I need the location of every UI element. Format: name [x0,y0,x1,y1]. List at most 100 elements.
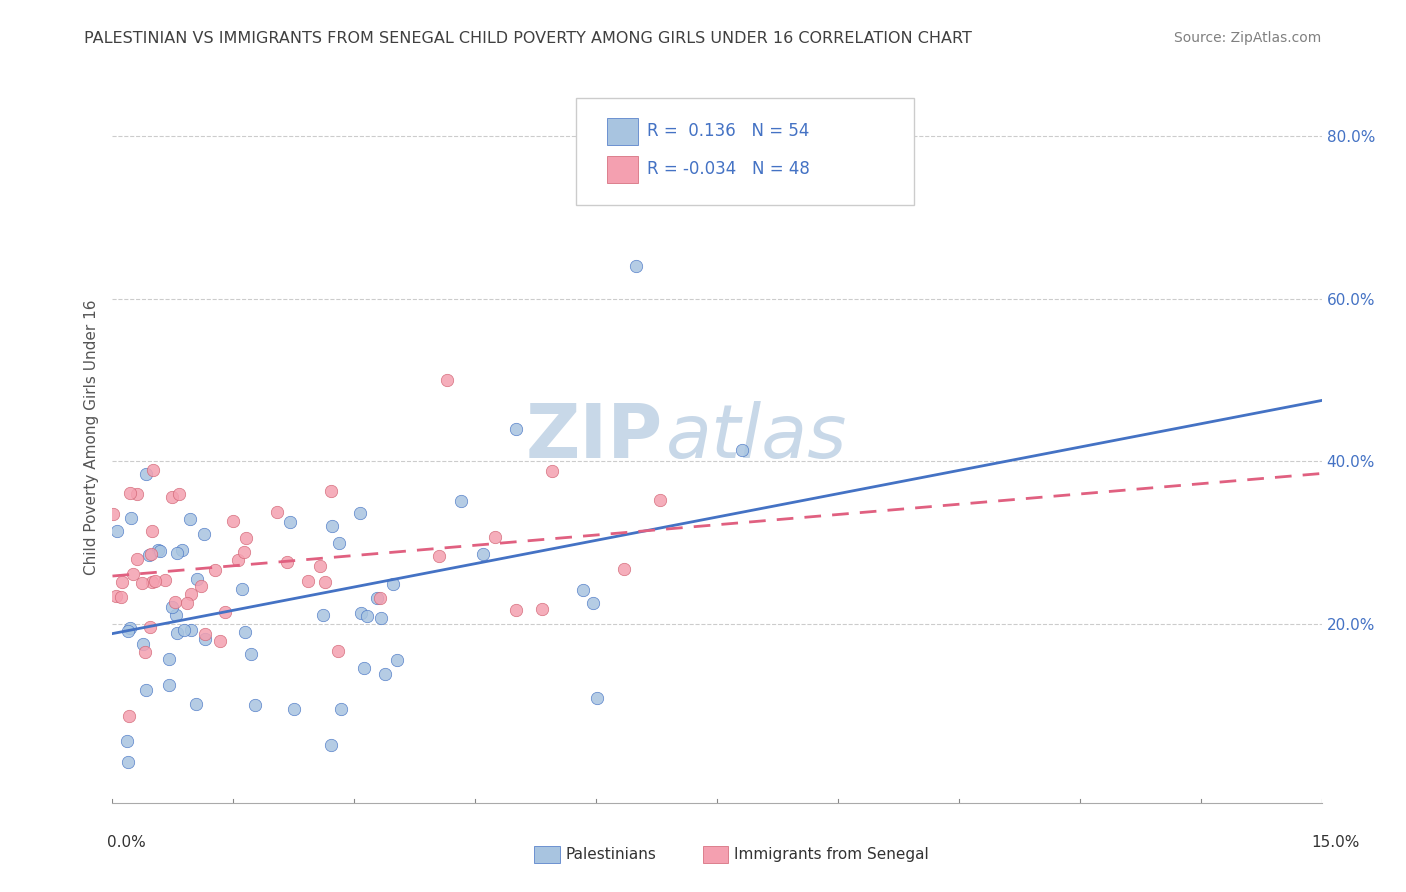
Point [135,682,157,697]
Point [176,596,198,610]
Point [283,702,305,716]
Point [278,515,301,529]
Point [314,575,336,590]
Point [353,661,375,675]
Point [120,511,142,525]
Point [101,508,124,522]
Point [142,462,165,476]
Point [132,637,155,651]
Point [231,582,253,597]
Point [105,590,128,604]
Point [370,611,392,625]
Point [232,545,254,559]
Point [321,518,343,533]
Point [312,608,335,623]
Point [330,702,353,716]
Point [276,556,298,570]
Point [105,524,128,538]
Point [141,547,163,561]
Point [350,606,373,620]
Text: Palestinians: Palestinians [565,847,657,862]
Y-axis label: Child Poverty Among Girls Under 16: Child Poverty Among Girls Under 16 [83,300,98,574]
Point [366,591,388,605]
Point [266,505,288,519]
Point [157,652,180,666]
Point [194,626,217,640]
Point [118,621,141,635]
Point [180,624,202,638]
Text: atlas: atlas [666,401,848,473]
Point [110,590,132,604]
Point [138,620,160,634]
Point [166,626,188,640]
Point [450,494,472,508]
Point [239,647,262,661]
Text: Immigrants from Senegal: Immigrants from Senegal [734,847,929,862]
Point [184,698,207,712]
Point [222,514,245,528]
Point [374,666,396,681]
Point [328,536,350,550]
Point [131,576,153,591]
Point [368,591,391,605]
Point [471,547,494,561]
Point [135,467,157,481]
Text: 15.0%: 15.0% [1312,836,1360,850]
Point [626,260,648,274]
Point [162,599,184,614]
Text: R =  0.136   N = 54: R = 0.136 N = 54 [647,122,808,140]
Point [194,632,217,647]
Point [429,549,451,563]
Point [186,573,208,587]
Point [173,624,195,638]
Point [328,644,350,658]
Point [143,574,166,589]
Point [166,546,188,560]
Point [146,543,169,558]
Point [180,587,202,601]
Point [226,553,249,567]
Point [127,552,149,566]
Point [209,634,232,648]
Point [297,574,319,589]
Point [505,422,527,436]
Point [319,483,342,498]
Point [115,734,138,748]
Point [381,577,404,591]
Point [118,486,141,500]
Point [141,524,163,538]
Point [125,487,148,501]
Point [193,526,215,541]
Point [233,624,256,639]
Point [155,573,177,587]
Text: Source: ZipAtlas.com: Source: ZipAtlas.com [1174,31,1322,45]
Point [117,624,139,638]
Point [484,530,506,544]
Point [505,602,527,616]
Point [613,561,636,575]
Point [319,739,342,753]
Point [121,567,143,582]
Point [245,698,267,712]
Point [349,506,371,520]
Point [308,559,330,574]
Point [167,487,190,501]
Text: PALESTINIAN VS IMMIGRANTS FROM SENEGAL CHILD POVERTY AMONG GIRLS UNDER 16 CORREL: PALESTINIAN VS IMMIGRANTS FROM SENEGAL C… [84,31,972,46]
Text: 0.0%: 0.0% [107,836,146,850]
Point [572,582,595,597]
Point [138,548,160,562]
Point [235,531,257,545]
Point [436,373,458,387]
Point [134,645,156,659]
Point [141,575,163,590]
Text: R = -0.034   N = 48: R = -0.034 N = 48 [647,161,810,178]
Point [118,708,141,723]
Point [165,595,187,609]
Point [385,653,408,667]
Point [111,574,134,589]
Point [531,601,554,615]
Point [204,563,226,577]
Point [157,678,180,692]
Point [165,608,187,623]
Point [117,755,139,769]
